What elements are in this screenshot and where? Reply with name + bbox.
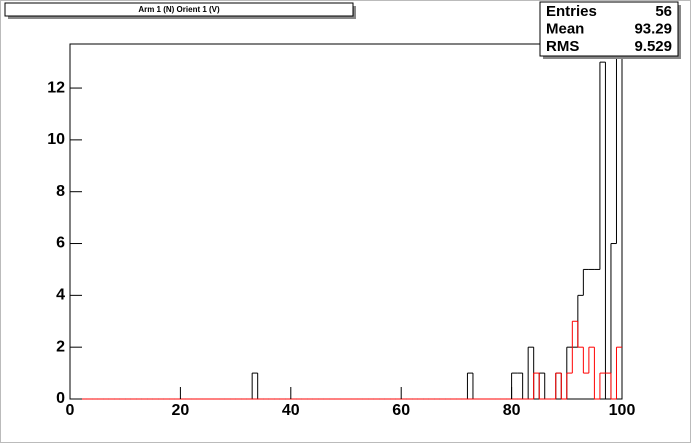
y-tick-label: 2 — [56, 338, 65, 355]
x-tick-label: 60 — [392, 402, 410, 419]
x-tick-label: 100 — [609, 402, 636, 419]
title-box — [4, 2, 354, 17]
stat-value: 93.29 — [634, 20, 672, 37]
stats-box — [539, 1, 679, 57]
axes: 0 2 4 6 8 10 12 0 20 40 60 80 100 — [47, 79, 635, 419]
y-tick-label: 6 — [56, 235, 65, 252]
y-tick-label: 4 — [56, 287, 65, 304]
stat-value: 9.529 — [634, 38, 672, 55]
x-tick-label: 40 — [282, 402, 300, 419]
stat-label: Entries — [546, 3, 597, 20]
x-tick-label: 80 — [503, 402, 521, 419]
y-tick-label: 10 — [47, 131, 65, 148]
stats: Entries 56 Mean 93.29 RMS 9.529 — [546, 3, 672, 55]
stat-label: Mean — [546, 20, 584, 37]
title: Arm 1 (N) Orient 1 (V) — [138, 5, 220, 14]
x-tick-label: 0 — [66, 402, 75, 419]
stat-label: RMS — [546, 38, 579, 55]
y-tick-label: 8 — [56, 183, 65, 200]
x-tick-label: 20 — [172, 402, 190, 419]
stat-value: 56 — [655, 3, 672, 20]
histogram — [70, 44, 622, 400]
y-tick-label: 0 — [56, 390, 65, 407]
y-tick-label: 12 — [47, 79, 65, 96]
